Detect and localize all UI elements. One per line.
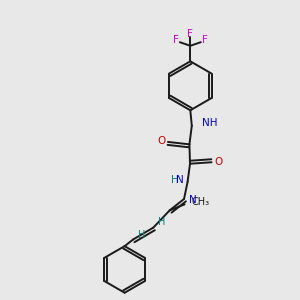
Text: H: H	[138, 230, 145, 240]
Text: N: N	[188, 195, 196, 205]
Text: F: F	[188, 29, 193, 39]
Text: H: H	[171, 175, 179, 185]
Text: O: O	[157, 136, 166, 146]
Text: O: O	[214, 157, 222, 167]
Text: F: F	[202, 35, 208, 45]
Text: CH₃: CH₃	[192, 197, 210, 207]
Text: H: H	[158, 217, 165, 227]
Text: N: N	[176, 175, 184, 185]
Text: F: F	[173, 35, 179, 45]
Text: NH: NH	[202, 118, 218, 128]
